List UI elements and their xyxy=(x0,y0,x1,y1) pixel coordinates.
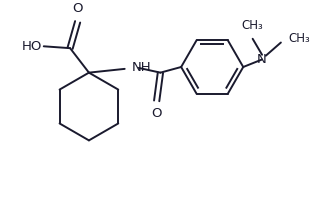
Text: NH: NH xyxy=(131,61,151,74)
Text: CH₃: CH₃ xyxy=(242,19,264,32)
Text: N: N xyxy=(257,53,267,66)
Text: HO: HO xyxy=(21,40,42,53)
Text: O: O xyxy=(72,2,83,15)
Text: CH₃: CH₃ xyxy=(289,32,310,45)
Text: O: O xyxy=(151,107,162,120)
